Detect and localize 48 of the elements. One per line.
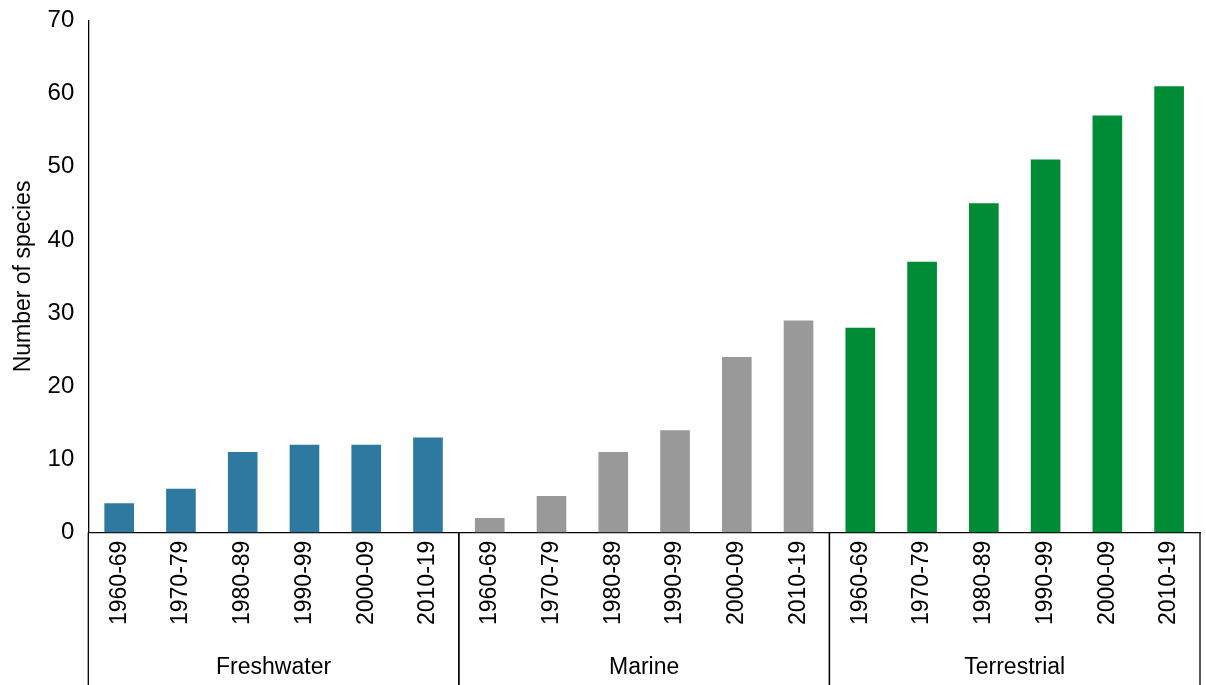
bar	[969, 203, 999, 533]
x-tick-label: 1990-99	[289, 540, 316, 626]
x-tick-label: 2010-19	[783, 540, 810, 626]
y-tick-label: 0	[60, 517, 75, 545]
bar	[351, 444, 382, 533]
x-tick-label: 1980-89	[969, 540, 996, 626]
bar	[1154, 86, 1184, 533]
y-tick-label: 60	[47, 78, 75, 106]
y-tick-label: 40	[47, 224, 75, 252]
x-tick-label: 1960-69	[104, 540, 131, 626]
x-tick-label: 2010-19	[413, 540, 440, 626]
x-tick-label: 1980-89	[228, 540, 255, 626]
bar	[474, 517, 505, 533]
text: Terrestrial	[964, 653, 1066, 680]
x-tick-label: 1990-99	[1030, 540, 1057, 626]
x-tick-label: 2010-19	[1154, 540, 1181, 626]
x-tick-label: 1990-99	[660, 540, 687, 626]
y-tick-label: 30	[47, 297, 75, 325]
bar	[289, 444, 320, 533]
x-tick-label: 1970-79	[907, 540, 934, 626]
text: Marine	[608, 653, 680, 680]
x-tick-label: 1960-69	[845, 540, 872, 626]
bar	[783, 320, 814, 533]
bar	[536, 496, 567, 533]
bar	[166, 488, 196, 533]
bar	[1092, 115, 1123, 533]
bar	[721, 356, 752, 533]
x-tick-label: 2000-09	[1092, 540, 1119, 626]
bar	[413, 437, 443, 533]
y-tick-label: 10	[47, 444, 75, 472]
x-tick-label: 1980-89	[598, 540, 625, 626]
bar	[845, 327, 876, 533]
x-tick-label: 1960-69	[475, 540, 502, 626]
x-tick-label: 2000-09	[351, 540, 378, 626]
y-tick-label: 50	[47, 151, 75, 179]
x-tick-label: 1970-79	[166, 540, 193, 626]
bar	[104, 503, 134, 533]
text: Freshwater	[216, 653, 332, 680]
x-tick-label: 1970-79	[536, 540, 563, 626]
y-tick-label: 20	[47, 370, 75, 398]
bar	[598, 452, 629, 533]
bar	[660, 430, 690, 533]
bar	[227, 452, 258, 533]
bar	[1030, 159, 1061, 533]
y-tick-label: 70	[47, 5, 75, 33]
x-tick-label: 2000-09	[722, 540, 749, 626]
y-axis-title: Number of species	[9, 180, 36, 373]
bar	[907, 261, 937, 533]
